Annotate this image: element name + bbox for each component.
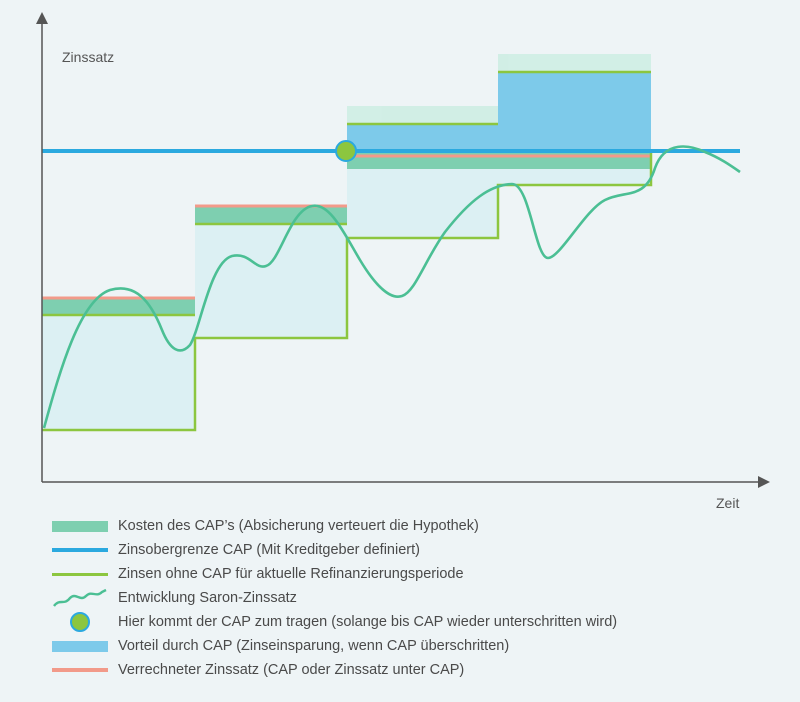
legend-item-benefit: Vorteil durch CAP (Zinseinsparung, wenn …	[52, 634, 617, 658]
legend-item-cap-line: Zinsobergrenze CAP (Mit Kreditgeber defi…	[52, 538, 617, 562]
benefit-swatch	[52, 634, 108, 658]
benefit-area-2	[498, 72, 651, 152]
saron-curve	[42, 145, 741, 429]
y-axis-label: Zinssatz	[62, 49, 114, 65]
legend-label: Zinsen ohne CAP für aktuelle Refinanzier…	[118, 566, 464, 582]
interest-no-cap-swatch	[52, 562, 108, 586]
effective-rate-lines	[42, 154, 651, 300]
cap-cost-swatch	[52, 514, 108, 538]
y-axis-arrow	[36, 12, 48, 24]
benefit-area-1	[347, 124, 498, 152]
cap-cost-band-1	[42, 298, 195, 315]
legend-label: Vorteil durch CAP (Zinseinsparung, wenn …	[118, 638, 510, 654]
period-2-area	[195, 206, 347, 338]
cap-trigger-swatch	[52, 610, 108, 634]
legend-label: Zinsobergrenze CAP (Mit Kreditgeber defi…	[118, 542, 420, 558]
x-axis-arrow	[758, 476, 770, 488]
legend-item-cap-trigger: Hier kommt der CAP zum tragen (solange b…	[52, 610, 617, 634]
cap-cost-band-2	[195, 206, 347, 224]
pale-bands	[347, 54, 651, 124]
legend-label: Verrechneter Zinssatz (CAP oder Zinssatz…	[118, 662, 465, 678]
saron-wave-swatch	[52, 586, 108, 610]
period-1-area	[42, 300, 195, 430]
pale-band-4	[498, 54, 651, 72]
legend-item-effective-rate: Verrechneter Zinssatz (CAP oder Zinssatz…	[52, 658, 617, 682]
benefit-areas	[347, 72, 651, 152]
cap-line-swatch	[52, 538, 108, 562]
axes	[36, 12, 770, 488]
legend-label: Hier kommt der CAP zum tragen (solange b…	[118, 614, 618, 630]
cap-trigger-marker	[335, 140, 357, 162]
legend-item-saron: Entwicklung Saron-Zinssatz	[52, 586, 617, 610]
effective-rate-swatch	[52, 658, 108, 682]
interest-without-cap-tops	[42, 70, 651, 317]
legend-item-interest-no-cap: Zinsen ohne CAP für aktuelle Refinanzier…	[52, 562, 617, 586]
legend: Kosten des CAP’s (Absicherung verteuert …	[52, 514, 617, 682]
cap-diagram: Zinssatz Zeit	[36, 12, 770, 510]
legend-item-cap-cost: Kosten des CAP’s (Absicherung verteuert …	[52, 514, 617, 538]
legend-label: Kosten des CAP’s (Absicherung verteuert …	[118, 518, 479, 534]
pale-band-3	[347, 106, 498, 124]
legend-label: Entwicklung Saron-Zinssatz	[118, 590, 297, 606]
x-axis-label: Zeit	[716, 495, 739, 510]
